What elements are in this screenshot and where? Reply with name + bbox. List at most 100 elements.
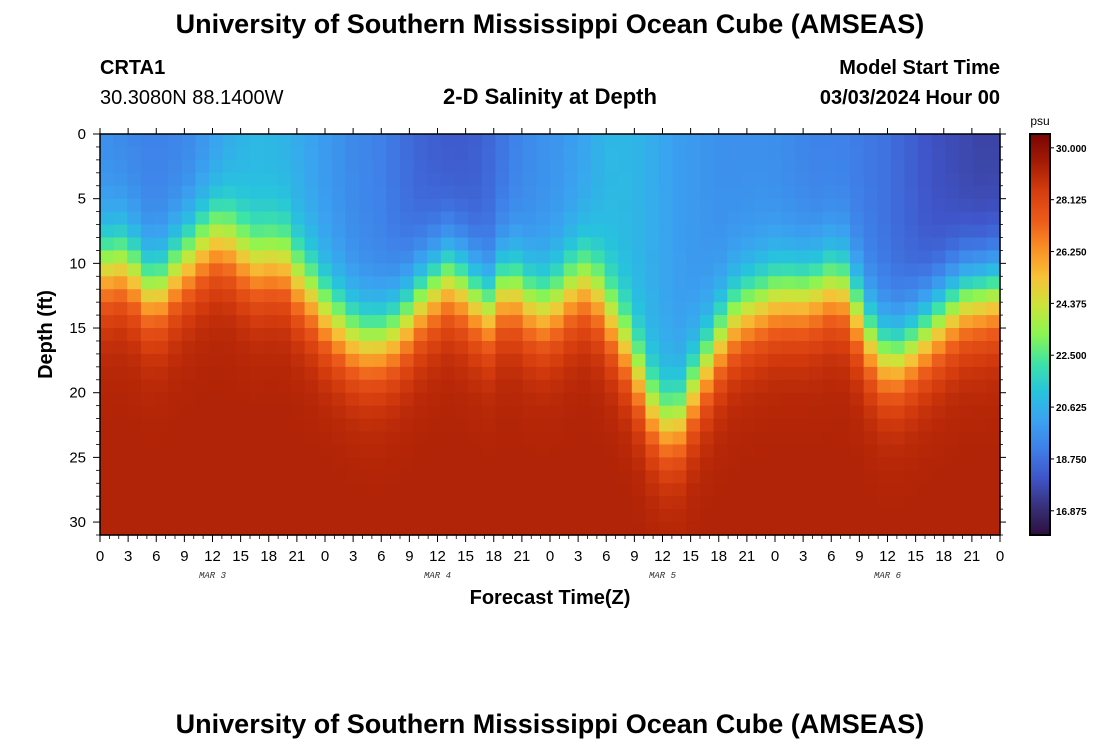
heatmap-cell xyxy=(713,146,728,161)
heatmap-cell xyxy=(822,509,837,523)
heatmap-cell xyxy=(795,302,810,316)
heatmap-cell xyxy=(127,483,142,497)
heatmap-cell xyxy=(481,470,497,484)
heatmap-cell xyxy=(236,276,251,290)
heatmap-cell xyxy=(400,444,415,458)
heatmap-cell xyxy=(400,328,415,342)
heatmap-cell xyxy=(863,366,878,381)
heatmap-cell xyxy=(304,444,319,458)
heatmap-cell xyxy=(509,159,524,174)
heatmap-cell xyxy=(686,392,701,407)
heatmap-cell xyxy=(331,328,347,342)
heatmap-cell xyxy=(822,185,837,200)
heatmap-cell xyxy=(727,431,742,446)
heatmap-cell xyxy=(277,289,292,303)
heatmap-cell xyxy=(277,509,292,523)
heatmap-cell xyxy=(127,185,142,200)
heatmap-cell xyxy=(250,250,265,264)
heatmap-cell xyxy=(740,211,756,226)
heatmap-cell xyxy=(686,315,701,329)
heatmap-cell xyxy=(277,159,292,174)
heatmap-cell xyxy=(168,276,183,290)
heatmap-cell xyxy=(222,483,237,497)
heatmap-cell xyxy=(781,379,797,394)
heatmap-cell xyxy=(536,353,551,368)
heatmap-cell xyxy=(209,263,224,277)
heatmap-cell xyxy=(522,509,537,523)
heatmap-cell xyxy=(509,444,524,458)
heatmap-cell xyxy=(345,172,360,187)
heatmap-cell xyxy=(604,522,619,536)
heatmap-cell xyxy=(345,483,360,497)
heatmap-cell xyxy=(577,198,592,213)
heatmap-cell xyxy=(904,509,919,523)
heatmap-cell xyxy=(536,457,551,471)
heatmap-cell xyxy=(277,392,292,407)
heatmap-cell xyxy=(140,366,156,381)
heatmap-cell xyxy=(522,289,537,303)
heatmap-cell xyxy=(645,444,660,458)
heatmap-cell xyxy=(659,159,674,174)
heatmap-cell xyxy=(577,328,592,342)
heatmap-cell xyxy=(481,315,497,329)
heatmap-cell xyxy=(563,289,578,303)
heatmap-cell xyxy=(863,353,878,368)
heatmap-cell xyxy=(836,522,851,536)
heatmap-cell xyxy=(727,457,742,471)
heatmap-cell xyxy=(468,457,483,471)
heatmap-cell xyxy=(590,159,606,174)
heatmap-cell xyxy=(236,444,251,458)
heatmap-cell xyxy=(331,159,347,174)
heatmap-cell xyxy=(113,263,128,277)
heatmap-cell xyxy=(536,444,551,458)
heatmap-cell xyxy=(386,444,401,458)
heatmap-cell xyxy=(672,496,687,510)
heatmap-cell xyxy=(904,263,919,277)
heatmap-cell xyxy=(140,457,156,471)
heatmap-cell xyxy=(809,146,824,161)
heatmap-cell xyxy=(890,146,906,161)
heatmap-cell xyxy=(277,172,292,187)
heatmap-cell xyxy=(522,522,537,536)
x-tick-label: 0 xyxy=(546,548,554,565)
heatmap-cell xyxy=(959,146,974,161)
heatmap-cell xyxy=(822,392,837,407)
heatmap-cell xyxy=(100,224,115,239)
heatmap-cell xyxy=(481,418,497,433)
heatmap-cell xyxy=(645,302,660,316)
heatmap-cell xyxy=(236,146,251,161)
heatmap-cell xyxy=(481,444,497,458)
heatmap-cell xyxy=(427,509,442,523)
heatmap-cell xyxy=(359,444,374,458)
heatmap-cell xyxy=(945,522,960,536)
heatmap-cell xyxy=(304,353,319,368)
heatmap-cell xyxy=(672,185,687,200)
heatmap-cell xyxy=(468,185,483,200)
heatmap-cell xyxy=(400,315,415,329)
heatmap-cell xyxy=(972,328,987,342)
heatmap-cell xyxy=(659,172,674,187)
heatmap-cell xyxy=(563,392,578,407)
heatmap-cell xyxy=(481,353,497,368)
heatmap-cell xyxy=(713,522,728,536)
heatmap-cell xyxy=(550,289,565,303)
x-tick-label: 15 xyxy=(682,548,699,565)
heatmap-cell xyxy=(754,340,769,355)
heatmap-cell xyxy=(454,483,469,497)
heatmap-cell xyxy=(659,470,674,484)
heatmap-cell xyxy=(809,509,824,523)
heatmap-cell xyxy=(836,470,851,484)
heatmap-cell xyxy=(195,353,210,368)
heatmap-cell xyxy=(836,198,851,213)
heatmap-cell xyxy=(509,172,524,187)
heatmap-cell xyxy=(481,198,497,213)
heatmap-cell xyxy=(140,198,156,213)
heatmap-cell xyxy=(536,483,551,497)
heatmap-cell xyxy=(400,276,415,290)
heatmap-cell xyxy=(877,522,892,536)
heatmap-cell xyxy=(972,289,987,303)
heatmap-cell xyxy=(713,457,728,471)
heatmap-cell xyxy=(318,509,333,523)
heatmap-cell xyxy=(645,289,660,303)
heatmap-cell xyxy=(577,496,592,510)
